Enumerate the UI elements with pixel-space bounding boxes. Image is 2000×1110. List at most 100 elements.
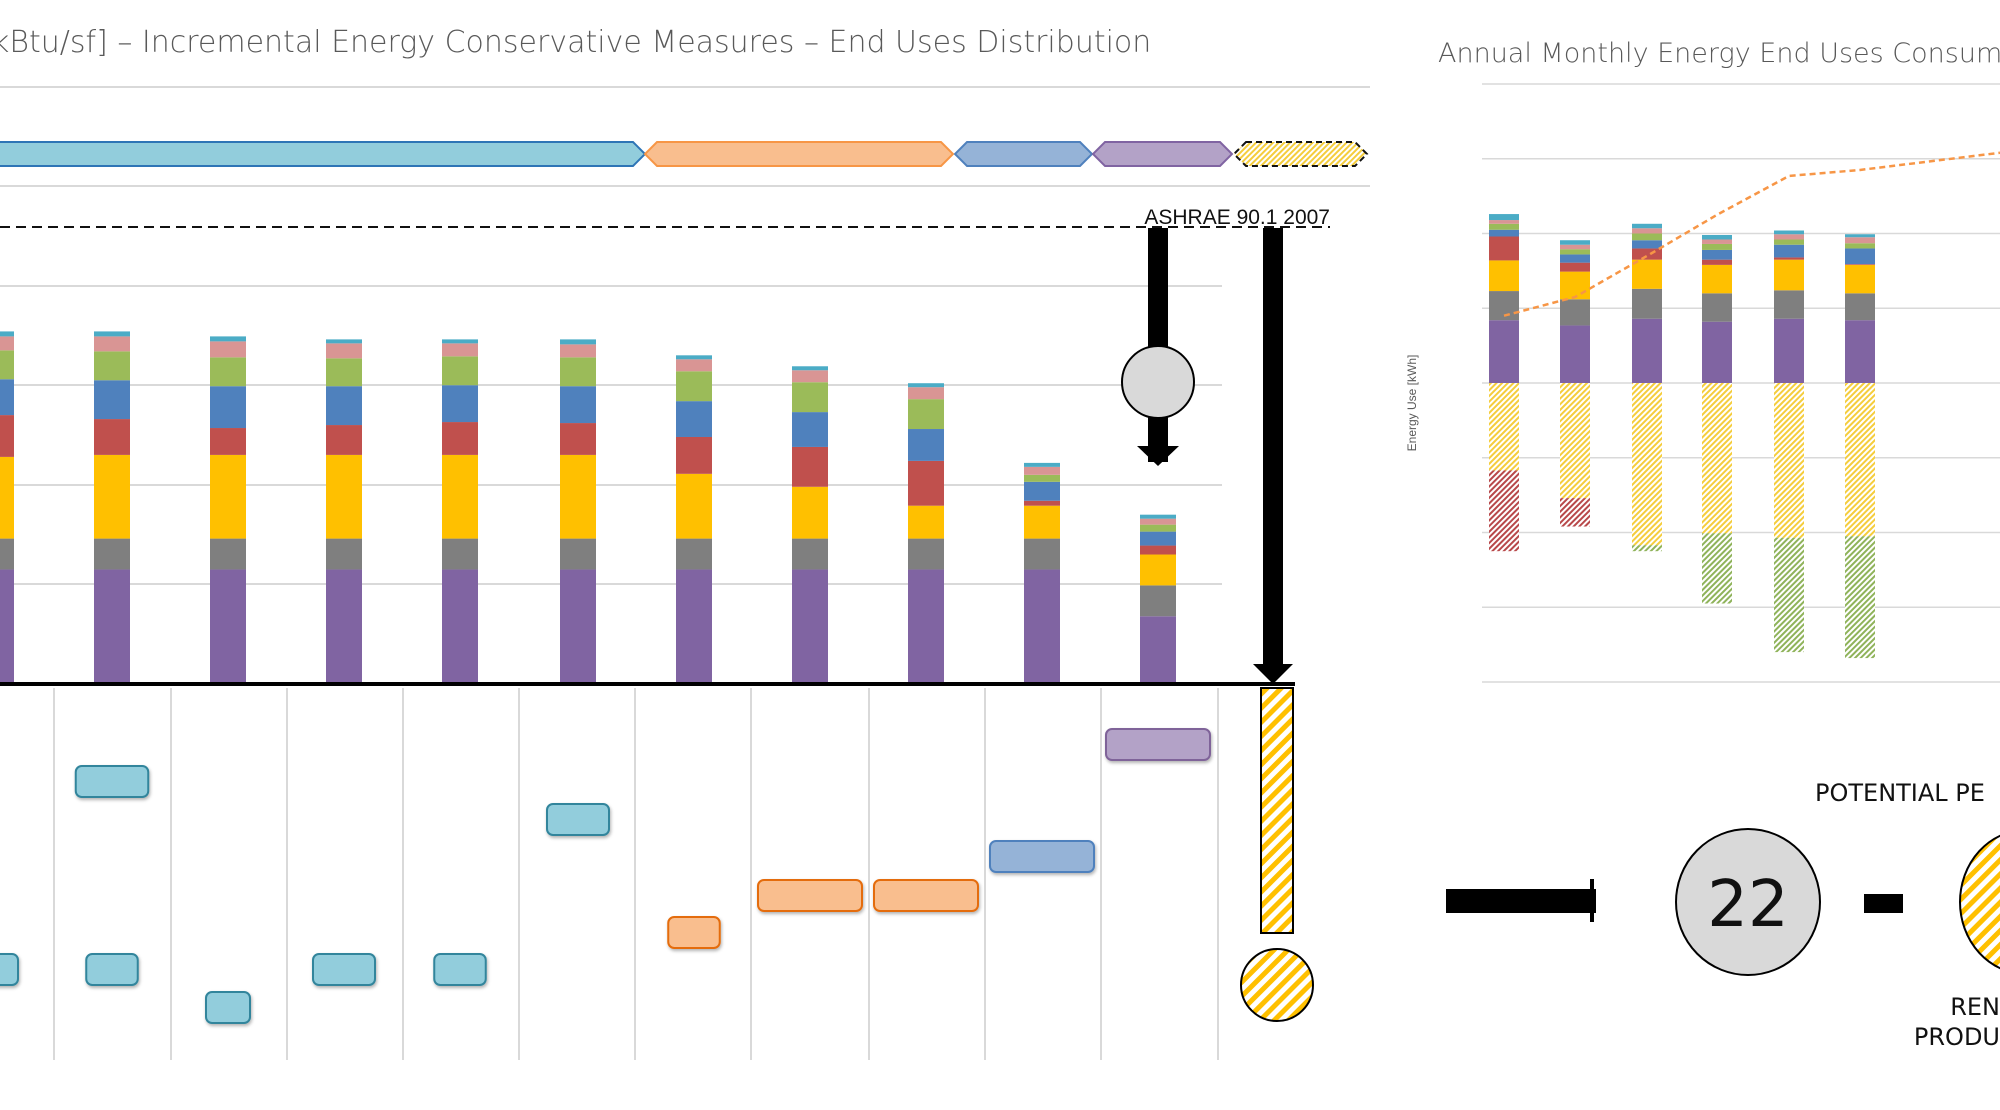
bar-segment-red: [94, 419, 130, 455]
bar-segment-purple: [676, 569, 712, 684]
month-negative-segment: [1632, 545, 1662, 552]
table-column: [0, 953, 19, 986]
trend-line: [1503, 151, 2000, 317]
bar-segment-blue: [1024, 481, 1060, 501]
month-bar-segment-gray: [1489, 291, 1519, 321]
bar-segment-yellow: [210, 454, 246, 539]
month-bar-segment-green: [1845, 243, 1875, 249]
summary-heading: POTENTIAL PE: [1815, 779, 1985, 807]
highlighted-cell-box: [312, 953, 376, 986]
month-bar-segment-blue: [1632, 240, 1662, 249]
table-column: [74, 765, 150, 986]
segment-arrow-shape: [1091, 141, 1234, 167]
month-bar: [1489, 214, 1519, 552]
arrow-down-icon: [1137, 446, 1179, 466]
stacked-bar: [1024, 462, 1060, 684]
bar-segment-yellow: [1024, 505, 1060, 539]
bar-segment-blue: [908, 429, 944, 461]
bar-segment-gray: [1024, 538, 1060, 570]
bar-segment-yellow: [94, 454, 130, 539]
month-bar-segment-pink: [1632, 228, 1662, 234]
bar-segment-cyan: [676, 355, 712, 360]
right-chart-title: Annual Monthly Energy End Uses Consum: [1438, 38, 2000, 69]
bar-segment-cyan: [442, 339, 478, 344]
stacked-bar: [0, 331, 14, 684]
highlighted-cell-box: [433, 953, 487, 986]
table-column: [873, 879, 979, 912]
month-bar-segment-pink: [1560, 244, 1590, 250]
month-bar-segment-gray: [1845, 293, 1875, 321]
month-negative-segment: [1702, 383, 1732, 534]
measure-category-band: [0, 141, 1369, 167]
bar-segment-purple: [442, 569, 478, 684]
bar-segment-purple: [326, 569, 362, 684]
summary-caption-line2: PRODU: [1914, 1023, 2000, 1051]
segment-arrow-shape: [0, 141, 647, 167]
month-bar-segment-yellow: [1774, 259, 1804, 291]
bar-segment-blue: [210, 386, 246, 429]
bar-segment-purple: [908, 569, 944, 684]
month-bar-segment-red: [1632, 248, 1662, 260]
bar-segment-green: [442, 356, 478, 386]
bar-segment-pink: [1140, 518, 1176, 525]
bar-segment-red: [1024, 500, 1060, 506]
bar-segment-pink: [442, 343, 478, 357]
bar-segment-purple: [210, 569, 246, 684]
month-bar-segment-blue: [1845, 248, 1875, 265]
stacked-bar: [676, 355, 712, 684]
bar-segment-pink: [792, 370, 828, 383]
stacked-bar: [210, 336, 246, 684]
bar-segment-pink: [210, 341, 246, 358]
table-column: [989, 840, 1095, 873]
bar-segment-pink: [908, 387, 944, 400]
bar-segment-blue: [676, 401, 712, 437]
month-bar-segment-cyan: [1632, 223, 1662, 229]
month-bar-segment-purple: [1774, 318, 1804, 383]
table-column: [1105, 728, 1211, 761]
segment-arrow-shape: [643, 141, 955, 167]
segment-pv: [1232, 141, 1369, 167]
segment-day-lighting-strategy: [643, 141, 955, 167]
month-bar-segment-pink: [1774, 234, 1804, 240]
ashrae-baseline-label: ASHRAE 90.1 2007: [1144, 206, 1330, 229]
month-negative-segment: [1774, 383, 1804, 538]
segment-arrow-shape: [953, 141, 1094, 167]
bar-segment-yellow: [442, 454, 478, 539]
highlighted-cell-box: [757, 879, 863, 912]
bar-segment-pink: [1024, 466, 1060, 475]
bar-segment-yellow: [1140, 554, 1176, 586]
month-bar-segment-green: [1632, 233, 1662, 241]
stacked-bar: [1140, 514, 1176, 684]
bar-segment-cyan: [210, 336, 246, 342]
bar-segment-pink: [326, 343, 362, 359]
bar-segment-yellow: [676, 473, 712, 539]
month-bar: [1632, 223, 1662, 552]
right-bars: [1489, 214, 1875, 659]
highlighted-cell-box: [205, 991, 251, 1024]
pv-eui-badge: [1240, 948, 1314, 1022]
bar-segment-cyan: [1024, 462, 1060, 467]
result-eui-value: 22: [1707, 868, 1788, 942]
month-bar-segment-green: [1560, 249, 1590, 255]
measures-table: [0, 688, 1219, 1060]
bar-segment-purple: [0, 569, 14, 684]
bar-segment-yellow: [792, 486, 828, 539]
segment-ng-selection-envelope-performance: [0, 141, 647, 167]
month-negative-segment: [1702, 533, 1732, 604]
bar-segment-red: [676, 436, 712, 474]
stacked-bar: [326, 339, 362, 684]
bar-segment-red: [326, 425, 362, 455]
month-bar-segment-gray: [1702, 293, 1732, 322]
left-gridlines: [0, 86, 1370, 585]
table-column: [546, 803, 610, 836]
bar-segment-red: [1140, 545, 1176, 555]
bar-segment-cyan: [792, 366, 828, 371]
stacked-bar: [792, 366, 828, 684]
right-gridlines: [1482, 83, 2000, 683]
month-bar-segment-red: [1702, 259, 1732, 265]
month-bar-segment-red: [1560, 262, 1590, 272]
table-column: [312, 953, 376, 986]
bar-segment-gray: [908, 538, 944, 570]
bar-segment-green: [1024, 474, 1060, 482]
segment-arrow-shape: [1232, 141, 1369, 167]
